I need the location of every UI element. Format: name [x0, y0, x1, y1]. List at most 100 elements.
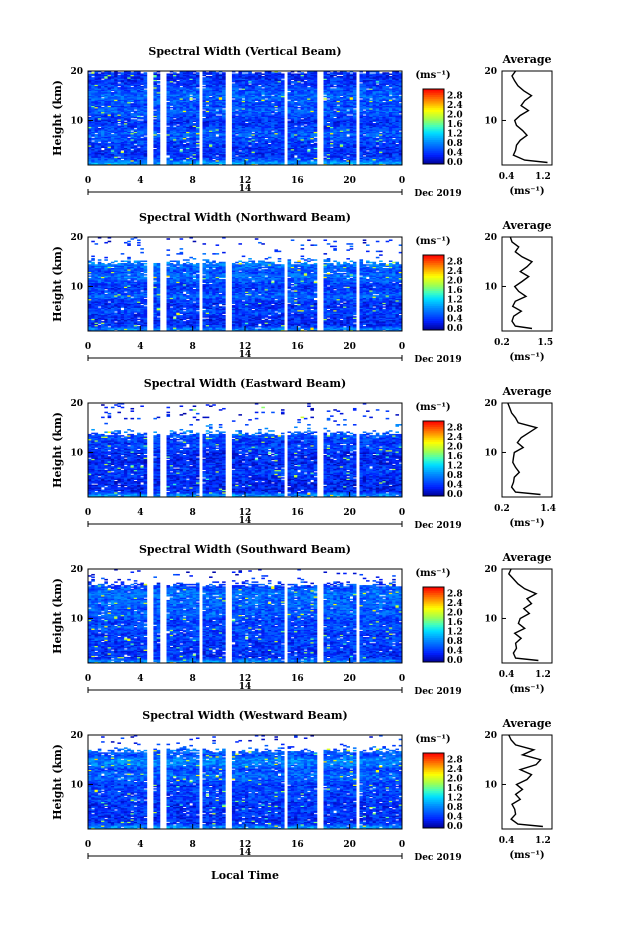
- heatmap-cell: [127, 73, 131, 76]
- heatmap-cell: [123, 110, 128, 113]
- heatmap-cell: [117, 147, 122, 150]
- heatmap-cell: [104, 73, 108, 76]
- heatmap-cell: [133, 136, 138, 139]
- heatmap-cell: [117, 101, 122, 104]
- heatmap-cell: [88, 113, 92, 115]
- heatmap-cell: [107, 103, 112, 105]
- heatmap-cell: [261, 95, 265, 98]
- heatmap-cell: [140, 137, 144, 140]
- heatmap-cell: [189, 157, 193, 160]
- heatmap-cell: [137, 120, 141, 123]
- heatmap-cell: [107, 85, 112, 88]
- heatmap-cell: [88, 118, 92, 120]
- heatmap-cell: [130, 75, 135, 78]
- heatmap-cell: [88, 120, 92, 123]
- heatmap-cell: [137, 85, 141, 88]
- heatmap-cell: [271, 72, 275, 74]
- heatmap-cell: [107, 90, 112, 93]
- heatmap-cell: [91, 156, 95, 158]
- heatmap-cell: [127, 104, 131, 106]
- heatmap-cell: [120, 161, 125, 163]
- heatmap-cell: [97, 85, 102, 88]
- heatmap-cell: [195, 88, 200, 90]
- heatmap-cell: [114, 120, 118, 123]
- heatmap-cell: [153, 82, 157, 84]
- heatmap-cell: [133, 161, 138, 163]
- heatmap-cell: [123, 84, 128, 87]
- heatmap-cell: [143, 134, 148, 136]
- heatmap-cell: [287, 100, 292, 103]
- heatmap-cell: [117, 92, 122, 94]
- heatmap-cell: [104, 89, 108, 92]
- heatmap-cell: [91, 162, 95, 165]
- heatmap-cell: [123, 124, 128, 126]
- heatmap-cell: [303, 80, 308, 83]
- heatmap-cell: [107, 130, 112, 132]
- heatmap-cell: [104, 147, 108, 150]
- heatmap-cell: [137, 156, 141, 158]
- heatmap-cell: [130, 95, 135, 98]
- heatmap-cell: [114, 153, 118, 156]
- heatmap-cell: [91, 157, 95, 160]
- heatmap-cell: [137, 73, 141, 76]
- heatmap-cell: [110, 111, 115, 114]
- heatmap-cell: [107, 101, 112, 104]
- heatmap-cell: [94, 135, 99, 137]
- heatmap-cell: [97, 109, 102, 111]
- heatmap-cell: [91, 72, 95, 74]
- heatmap-cell: [110, 100, 115, 103]
- heatmap-cell: [297, 109, 301, 111]
- heatmap-cell: [110, 140, 115, 142]
- heatmap-cell: [130, 132, 135, 135]
- heatmap-cell: [130, 135, 135, 137]
- heatmap-cell: [287, 92, 292, 94]
- heatmap-cell: [143, 150, 148, 152]
- heatmap-cell: [140, 80, 144, 83]
- heatmap-cell: [97, 137, 102, 140]
- heatmap-cell: [101, 129, 105, 131]
- heatmap-cell: [153, 93, 157, 95]
- heatmap-cell: [104, 161, 108, 163]
- heatmap-cell: [143, 142, 148, 145]
- heatmap-cell: [130, 161, 135, 163]
- heatmap-cell: [153, 136, 157, 139]
- heatmap-cell: [127, 85, 131, 88]
- heatmap-cell: [123, 141, 128, 144]
- heatmap-cell: [153, 150, 157, 152]
- heatmap-cell: [153, 127, 157, 130]
- heatmap-cell: [137, 99, 141, 101]
- heatmap-cell: [88, 153, 92, 156]
- heatmap-cell: [104, 100, 108, 103]
- heatmap-cell: [127, 105, 131, 108]
- heatmap-cell: [94, 96, 99, 99]
- heatmap-cell: [137, 125, 141, 127]
- heatmap-cell: [254, 101, 259, 104]
- heatmap-cell: [137, 71, 141, 73]
- heatmap-cell: [127, 75, 131, 78]
- heatmap-cell: [143, 73, 148, 76]
- heatmap-cell: [97, 148, 102, 151]
- heatmap-cell: [120, 136, 125, 139]
- heatmap-cell: [130, 92, 135, 94]
- heatmap-cell: [114, 162, 118, 165]
- heatmap-cell: [133, 113, 138, 115]
- heatmap-cell: [130, 99, 135, 101]
- heatmap-cell: [143, 156, 148, 158]
- heatmap-cell: [123, 94, 128, 97]
- heatmap-cell: [123, 162, 128, 165]
- heatmap-cell: [94, 150, 99, 152]
- heatmap-cell: [110, 115, 115, 118]
- heatmap-cell: [310, 143, 314, 146]
- heatmap-cell: [88, 74, 92, 77]
- heatmap-cell: [127, 143, 131, 146]
- heatmap-cell: [133, 108, 138, 110]
- heatmap-cell: [104, 126, 108, 129]
- heatmap-cell: [117, 74, 122, 77]
- heatmap-cell: [137, 104, 141, 106]
- heatmap-cell: [101, 100, 105, 103]
- heatmap-cell: [88, 146, 92, 148]
- heatmap-cell: [130, 77, 135, 79]
- heatmap-cell: [127, 130, 131, 132]
- heatmap-cell: [143, 160, 148, 162]
- heatmap-cell: [104, 142, 108, 145]
